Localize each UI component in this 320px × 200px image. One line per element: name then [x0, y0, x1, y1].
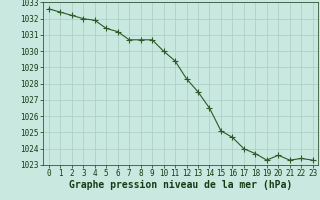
- X-axis label: Graphe pression niveau de la mer (hPa): Graphe pression niveau de la mer (hPa): [69, 180, 292, 190]
